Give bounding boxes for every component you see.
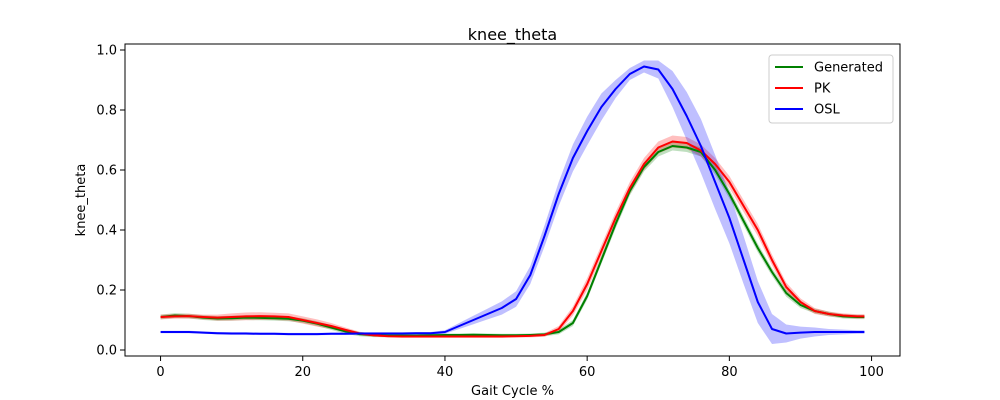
x-tick-label: 40 (437, 365, 454, 380)
legend-box (768, 54, 894, 124)
series-line-osl (160, 65, 865, 336)
chart-title: knee_theta (468, 25, 557, 45)
x-tick-label: 60 (579, 365, 596, 380)
plot-area-frame (124, 43, 901, 357)
y-tick-label: 0.2 (96, 284, 117, 299)
y-tick-label: 0.8 (96, 104, 117, 119)
y-tick-label: 1.0 (96, 44, 117, 59)
x-tick-label: 20 (294, 365, 311, 380)
y-axis: 0.0 0.2 0.4 0.6 0.8 1.0 (96, 44, 125, 359)
y-tick-label: 0.6 (96, 164, 117, 179)
y-tick-label: 0.0 (96, 344, 117, 359)
x-tick-label: 100 (859, 365, 884, 380)
legend-label-generated: Generated (814, 61, 883, 76)
y-tick-label: 0.4 (96, 224, 117, 239)
legend-label-osl: OSL (814, 103, 840, 118)
x-tick-label: 80 (721, 365, 738, 380)
legend-label-pk: PK (814, 82, 831, 97)
y-axis-label: knee_theta (74, 164, 89, 237)
x-axis: 0 20 40 60 80 100 (156, 356, 884, 380)
legend: Generated PK OSL (768, 54, 894, 124)
x-tick-label: 0 (156, 365, 164, 380)
series-line-pk (160, 140, 865, 338)
series-lines (160, 65, 865, 338)
band-osl (160, 60, 865, 344)
x-axis-label: Gait Cycle % (471, 384, 554, 399)
